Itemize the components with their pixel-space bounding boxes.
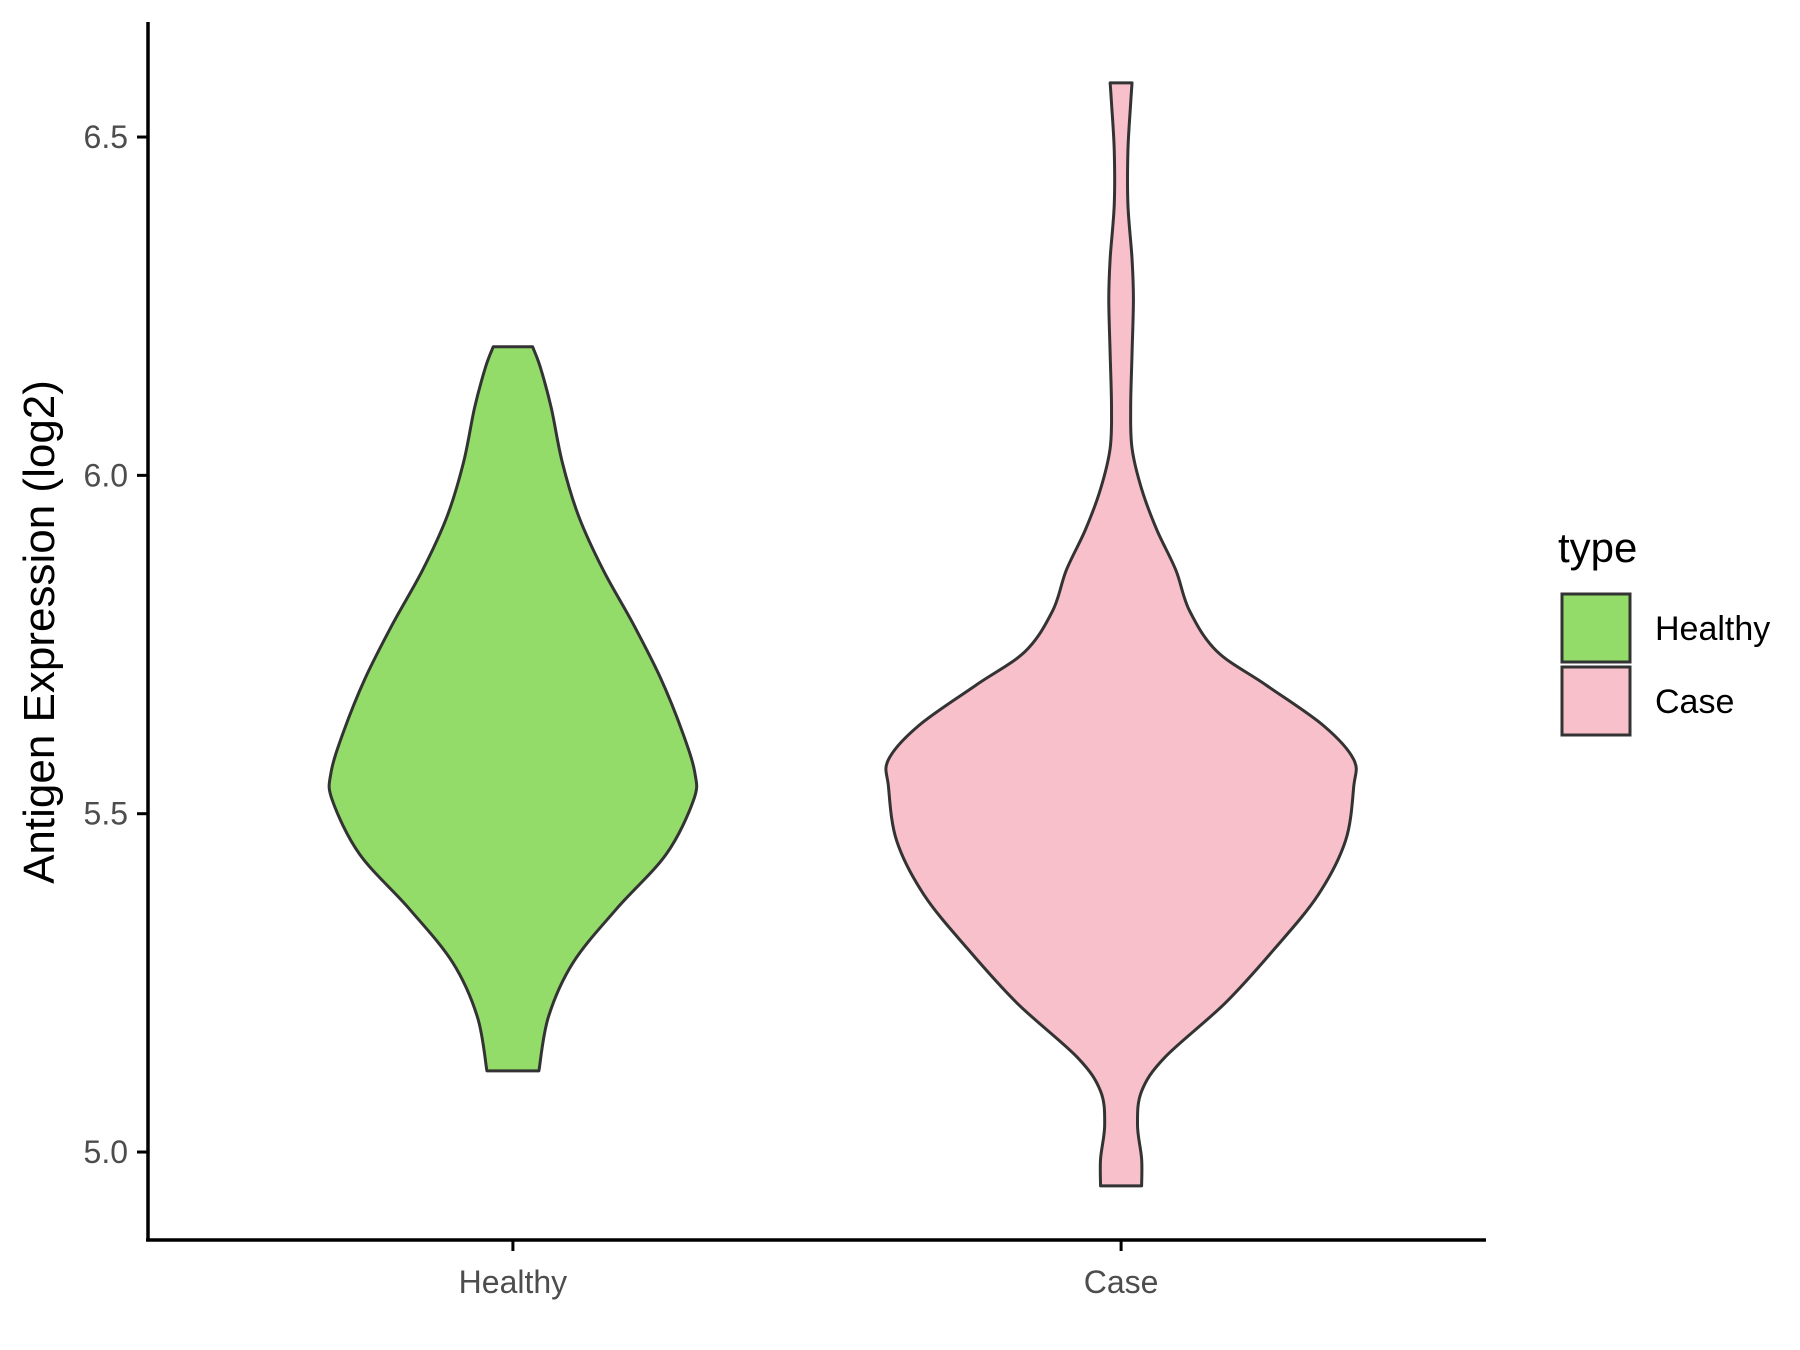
y-tick-label: 5.5 <box>84 796 128 832</box>
legend-label-case: Case <box>1655 683 1734 721</box>
y-tick-label: 6.5 <box>84 119 128 155</box>
legend-key-case <box>1560 665 1632 737</box>
violin-healthy <box>327 345 699 1073</box>
x-tick-label-case: Case <box>1084 1264 1159 1300</box>
legend: type Healthy Case <box>1558 524 1770 737</box>
x-tick-label-healthy: Healthy <box>459 1264 568 1300</box>
legend-title: type <box>1558 524 1637 571</box>
y-tick-label: 6.0 <box>84 457 128 493</box>
violin-case <box>884 81 1358 1188</box>
legend-label-healthy: Healthy <box>1655 610 1770 648</box>
plot-area <box>327 81 1358 1188</box>
x-axis-ticks: Healthy Case <box>459 1240 1159 1300</box>
y-axis-title: Antigen Expression (log2) <box>15 380 64 884</box>
y-axis-ticks: 5.0 5.5 6.0 6.5 <box>84 119 148 1170</box>
y-tick-label: 5.0 <box>84 1134 128 1170</box>
legend-key-healthy <box>1560 592 1632 664</box>
